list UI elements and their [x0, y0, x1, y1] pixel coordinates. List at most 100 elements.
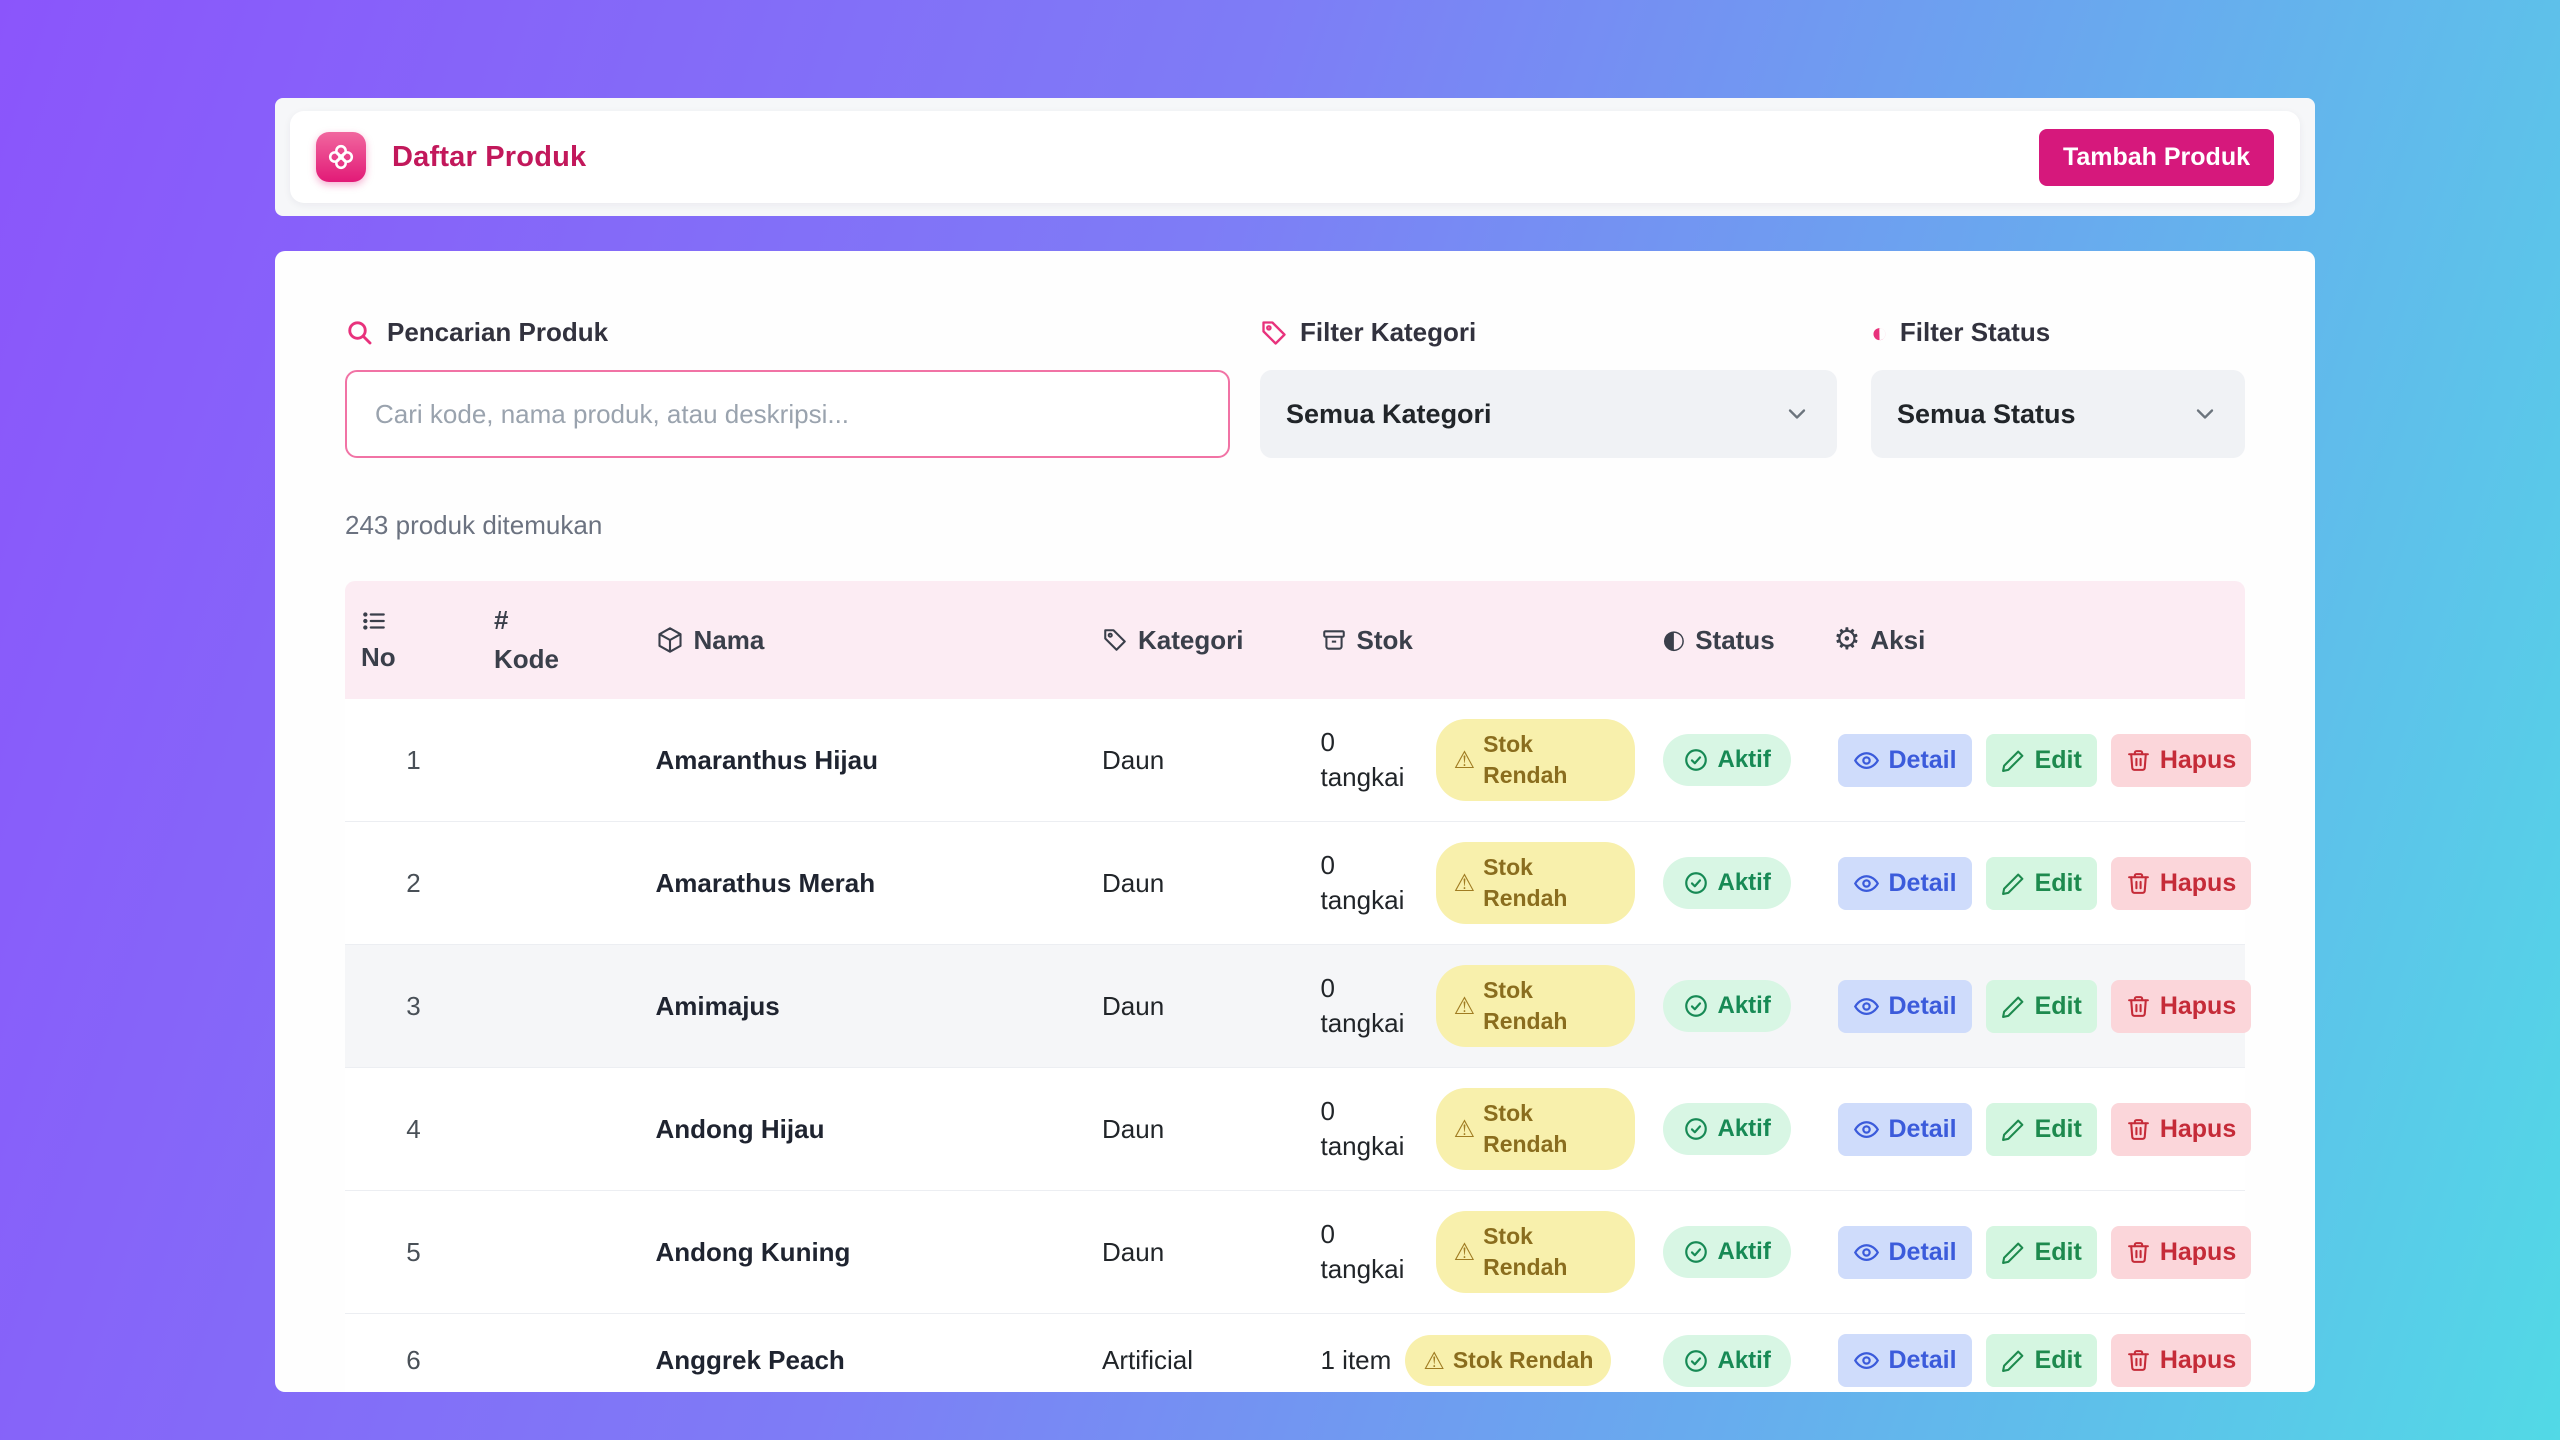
circle-check-icon [1684, 1118, 1707, 1141]
eye-icon [1853, 997, 1879, 1015]
delete-button[interactable]: Hapus [2110, 1102, 2252, 1156]
row-number: 4 [345, 1067, 478, 1192]
status-label-text: Filter Status [1899, 317, 2051, 347]
table-header-row: No # Kode N [345, 581, 2245, 699]
edit-button[interactable]: Edit [1985, 1225, 2097, 1279]
low-stock-badge: ⚠ Stok Rendah [1435, 965, 1635, 1048]
eye-icon [1853, 751, 1879, 769]
col-header-no: No [345, 581, 478, 699]
tag-icon [1102, 627, 1128, 653]
delete-button[interactable]: Hapus [2110, 1225, 2252, 1279]
search-input[interactable] [345, 370, 1230, 458]
row-kode [478, 944, 640, 1069]
status-badge: Aktif [1662, 1334, 1791, 1387]
detail-button[interactable]: Detail [1837, 733, 1972, 787]
edit-button[interactable]: Edit [1985, 1334, 2097, 1388]
delete-button[interactable]: Hapus [2110, 979, 2252, 1033]
detail-button[interactable]: Detail [1837, 1225, 1972, 1279]
low-stock-badge-text: Stok Rendah [1483, 1223, 1568, 1281]
table-row: 2 Amarathus Merah Daun 0 tangkai ⚠ Stok … [345, 821, 2252, 946]
row-product-name: Anggrek Peach [639, 1313, 1086, 1392]
pencil-icon [2001, 1242, 2023, 1264]
row-kode [478, 821, 640, 946]
status-badge: Aktif [1662, 857, 1791, 910]
edit-button[interactable]: Edit [1985, 733, 2097, 787]
product-list-card: Pencarian Produk Filter Kategori Semua K… [275, 251, 2315, 1392]
category-select-value: Semua Kategori [1286, 398, 1492, 429]
pencil-icon [2001, 1119, 2023, 1141]
delete-button[interactable]: Hapus [2110, 733, 2252, 787]
pencil-icon [2001, 996, 2023, 1018]
warning-icon: ⚠ [1453, 1115, 1476, 1144]
search-filter-block: Pencarian Produk [345, 317, 1230, 458]
row-category: Daun [1086, 821, 1305, 946]
status-badge-text: Aktif [1717, 992, 1771, 1020]
row-kode [478, 1067, 640, 1192]
stock-value: 0 tangkai [1320, 1096, 1405, 1162]
edit-button[interactable]: Edit [1985, 856, 2097, 910]
low-stock-badge: ⚠ Stok Rendah [1435, 1211, 1635, 1294]
low-stock-badge: ⚠ Stok Rendah [1435, 1088, 1635, 1171]
low-stock-badge-text: Stok Rendah [1483, 1100, 1568, 1158]
detail-button[interactable]: Detail [1837, 979, 1972, 1033]
stock-value: 0 tangkai [1320, 726, 1405, 793]
status-label: ◐ Filter Status [1871, 317, 2245, 348]
stock-value: 1 item [1320, 1345, 1392, 1376]
status-badge-text: Aktif [1717, 1115, 1771, 1143]
delete-button[interactable]: Hapus [2110, 1334, 2252, 1388]
table-row: 4 Andong Hijau Daun 0 tangkai ⚠ Stok Ren… [345, 1067, 2252, 1192]
add-product-button[interactable]: Tambah Produk [2038, 128, 2274, 186]
toggle-icon: ◐ [1871, 316, 1888, 348]
status-select-value: Semua Status [1897, 398, 2076, 429]
row-category: Artificial [1086, 1313, 1305, 1392]
row-number: 6 [345, 1313, 478, 1392]
trash-icon [2127, 1118, 2149, 1140]
trash-icon [2127, 749, 2149, 771]
col-header-kategori: Kategori [1086, 581, 1305, 699]
pencil-icon [2001, 873, 2023, 895]
category-filter-block: Filter Kategori Semua Kategori [1260, 317, 1837, 458]
header-left: Daftar Produk [316, 132, 586, 182]
circle-check-icon [1684, 1241, 1707, 1264]
category-label-text: Filter Kategori [1300, 317, 1477, 347]
package-icon [656, 626, 684, 654]
category-label: Filter Kategori [1260, 317, 1837, 348]
col-header-stok: Stok [1304, 581, 1647, 699]
edit-button[interactable]: Edit [1985, 1102, 2097, 1156]
row-category: Daun [1086, 699, 1305, 823]
warning-icon: ⚠ [1453, 992, 1476, 1021]
col-header-kode: # Kode [478, 581, 640, 699]
row-product-name: Andong Kuning [639, 1190, 1086, 1315]
table-row: 3 Amimajus Daun 0 tangkai ⚠ Stok Rendah … [345, 944, 2252, 1069]
page-title: Daftar Produk [392, 140, 587, 173]
delete-button[interactable]: Hapus [2110, 856, 2252, 910]
chevron-down-icon [2191, 400, 2219, 428]
row-category: Daun [1086, 1190, 1305, 1315]
row-product-name: Amimajus [639, 944, 1086, 1069]
detail-button[interactable]: Detail [1837, 856, 1972, 910]
category-select[interactable]: Semua Kategori [1260, 370, 1837, 458]
detail-button[interactable]: Detail [1837, 1334, 1972, 1388]
header-card: Daftar Produk Tambah Produk [290, 111, 2300, 203]
table-row: 1 Amaranthus Hijau Daun 0 tangkai ⚠ Stok… [345, 699, 2252, 823]
status-select[interactable]: Semua Status [1871, 370, 2245, 458]
pencil-icon [2001, 1351, 2023, 1373]
col-header-aksi: ⚙ Aksi [1817, 581, 2245, 699]
status-badge: Aktif [1662, 1103, 1791, 1156]
low-stock-badge-text: Stok Rendah [1452, 1347, 1594, 1374]
stock-value: 0 tangkai [1320, 1219, 1405, 1285]
circle-check-icon [1684, 1350, 1707, 1372]
edit-button[interactable]: Edit [1985, 979, 2097, 1033]
low-stock-badge-text: Stok Rendah [1483, 977, 1568, 1035]
row-product-name: Amaranthus Hijau [639, 699, 1086, 823]
half-circle-icon: ◐ [1662, 625, 1686, 655]
flower-app-icon [316, 132, 366, 182]
trash-icon [2127, 1350, 2149, 1372]
product-table: No # Kode N [345, 581, 2252, 1392]
row-kode [478, 1190, 640, 1315]
detail-button[interactable]: Detail [1837, 1102, 1972, 1156]
row-product-name: Amarathus Merah [639, 821, 1086, 946]
low-stock-badge: ⚠ Stok Rendah [1405, 1335, 1612, 1387]
search-label: Pencarian Produk [345, 317, 1230, 348]
row-product-name: Andong Hijau [639, 1067, 1086, 1192]
